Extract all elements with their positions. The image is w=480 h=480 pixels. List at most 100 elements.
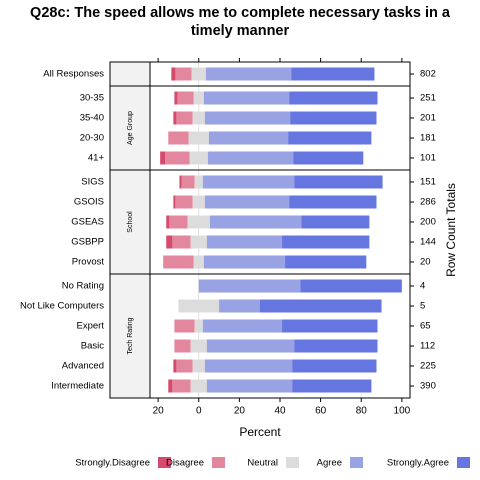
x-tick-label: 100 (394, 406, 411, 417)
bar-segment (294, 339, 378, 353)
bar-segment (171, 67, 176, 81)
legend-label: Strongly.Disagree (75, 458, 150, 469)
y2-axis-label: Row Count Totals (444, 183, 458, 277)
x-tick-label: 20 (153, 406, 165, 417)
row-count: 4 (420, 281, 425, 292)
bar-segment (173, 359, 177, 373)
legend-label: Neutral (247, 458, 278, 469)
x-tick-label: 60 (315, 406, 327, 417)
legend-label: Agree (317, 458, 342, 469)
bar-segment (174, 91, 178, 105)
category-label: GSEAS (71, 217, 104, 228)
bar-segment (163, 255, 194, 269)
bar-segment (193, 255, 204, 269)
bar-segment (282, 235, 370, 249)
bar-segment (173, 111, 177, 125)
category-label: Basic (81, 341, 104, 352)
bar-segment (166, 215, 170, 229)
bar-segment (219, 299, 260, 313)
category-label: 20-30 (80, 133, 104, 144)
bar-segment (188, 131, 209, 145)
legend-swatch (212, 457, 225, 468)
x-axis-label: Percent (239, 425, 281, 439)
row-count: 65 (420, 321, 431, 332)
bar-segment (294, 175, 383, 189)
row-count: 286 (420, 197, 436, 208)
bar-segment (206, 379, 293, 393)
bar-segment (202, 175, 295, 189)
category-label: No Rating (62, 281, 104, 292)
category-label: Advanced (62, 361, 104, 372)
bar-segment (194, 319, 203, 333)
bar-segment (177, 91, 194, 105)
row-count: 5 (420, 301, 425, 312)
bar-segment (165, 151, 190, 165)
row-count: 200 (420, 217, 436, 228)
strip-label: Age Group (127, 111, 134, 145)
strip-label: Tech Rating (127, 317, 134, 354)
category-label: Expert (77, 321, 105, 332)
bar-segment (174, 319, 195, 333)
bar-segment (204, 195, 290, 209)
bar-segment (289, 195, 377, 209)
bar-segment (178, 299, 220, 313)
row-count: 251 (420, 93, 436, 104)
bar-segment (259, 299, 382, 313)
category-label: GSOIS (74, 197, 104, 208)
bar-segment (291, 67, 375, 81)
category-label: Not Like Computers (20, 301, 104, 312)
row-count: 201 (420, 113, 436, 124)
bar-segment (204, 359, 293, 373)
x-tick-label: 80 (356, 406, 368, 417)
chart-title: Q28c: The speed allows me to complete ne… (30, 5, 450, 39)
bar-segment (175, 195, 193, 209)
bar-segment (290, 111, 377, 125)
strip (110, 86, 150, 170)
bar-segment (190, 339, 207, 353)
bar-segment (168, 131, 189, 145)
bar-segment (206, 339, 295, 353)
row-count: 390 (420, 381, 436, 392)
category-label: Intermediate (51, 381, 104, 392)
bar-segment (203, 255, 286, 269)
row-count: 112 (420, 341, 435, 352)
category-label: GSBPP (71, 237, 104, 248)
bar-segment (160, 151, 166, 165)
legend-swatch (350, 457, 363, 468)
bar-segment (192, 111, 205, 125)
legend-swatch (457, 457, 470, 468)
category-label: 30-35 (80, 93, 104, 104)
legend-swatch (158, 457, 171, 468)
bar-segment (173, 195, 176, 209)
legend-label: Strongly.Agree (387, 458, 449, 469)
bar-segment (203, 91, 290, 105)
bar-segment (192, 359, 205, 373)
row-count: 802 (420, 69, 436, 80)
bar-segment (169, 215, 188, 229)
bar-segment (181, 175, 195, 189)
bar-segment (285, 255, 367, 269)
bar-segment (172, 235, 191, 249)
category-label: SIGS (81, 177, 104, 188)
bar-segment (207, 151, 294, 165)
bar-segment (206, 235, 283, 249)
bar-segment (202, 319, 283, 333)
row-count: 101 (420, 153, 436, 164)
strip (110, 62, 150, 86)
bar-segment (174, 339, 191, 353)
bar-segment (301, 215, 370, 229)
bar-segment (208, 131, 289, 145)
bar-segment (190, 235, 207, 249)
strip (110, 274, 150, 398)
category-label: 35-40 (80, 113, 104, 124)
row-count: 144 (420, 237, 436, 248)
bar-segment (175, 67, 192, 81)
bar-segment (166, 235, 173, 249)
bar-segment (288, 131, 372, 145)
strip (110, 170, 150, 274)
category-label: Provost (72, 257, 105, 268)
bar-segment (176, 111, 193, 125)
x-tick-label: 40 (274, 406, 286, 417)
